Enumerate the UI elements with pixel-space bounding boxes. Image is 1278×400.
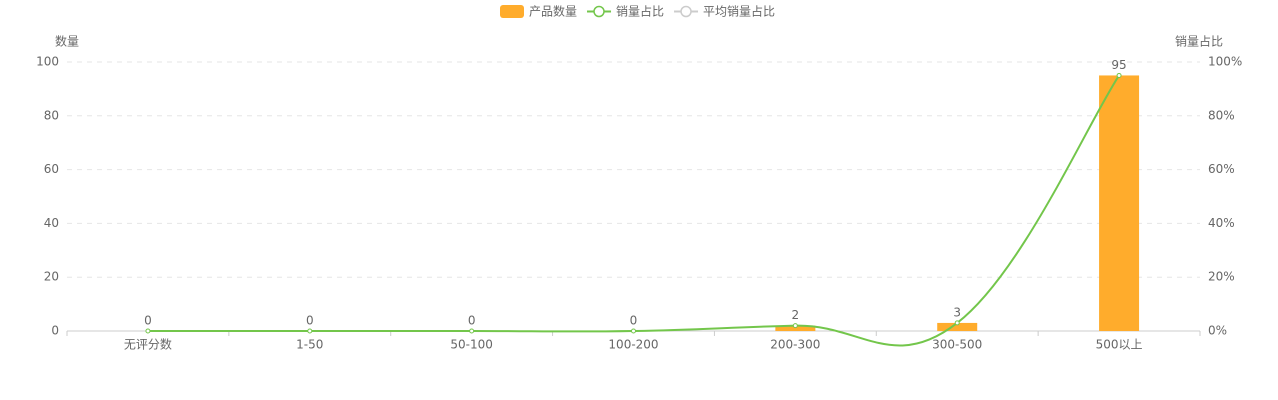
x-tick-label: 100-200 — [608, 338, 658, 352]
bar-value-label: 3 — [953, 305, 961, 319]
x-tick-label: 300-500 — [932, 338, 982, 352]
y2-tick-label: 80% — [1208, 108, 1235, 122]
line-point — [1116, 72, 1122, 78]
y2-tick-label: 100% — [1208, 55, 1242, 69]
y2-tick-label: 40% — [1208, 216, 1235, 230]
line-point — [631, 328, 636, 334]
x-tick-label: 1-50 — [296, 338, 323, 352]
bar-value-label: 0 — [306, 314, 314, 328]
bar-value-label: 2 — [792, 308, 800, 322]
bar — [775, 325, 816, 331]
x-tick-label: 200-300 — [770, 338, 820, 352]
y-tick-label: 0 — [51, 324, 59, 338]
y-tick-label: 20 — [44, 270, 59, 284]
line-point — [145, 328, 151, 334]
legend-swatch — [500, 5, 524, 18]
line-point — [469, 328, 475, 334]
y-tick-label: 100 — [36, 55, 59, 69]
legend-label[interactable]: 平均销量占比 — [703, 4, 775, 19]
y2-tick-label: 60% — [1208, 162, 1235, 176]
legend-swatch — [593, 5, 605, 18]
x-tick-label: 无评分数 — [124, 337, 172, 352]
legend-swatch — [680, 5, 692, 18]
line-point — [792, 323, 798, 329]
bar-value-label: 0 — [468, 314, 476, 328]
bar-value-label: 95 — [1111, 58, 1126, 72]
legend-label[interactable]: 销量占比 — [616, 4, 664, 19]
y2-tick-label: 0% — [1208, 324, 1227, 338]
line-point — [307, 328, 313, 334]
legend-label[interactable]: 产品数量 — [529, 4, 577, 19]
bar — [937, 322, 978, 331]
x-tick-label: 50-100 — [450, 338, 493, 352]
y2-axis-title: 销量占比 — [1175, 34, 1223, 49]
y-tick-label: 60 — [44, 162, 59, 176]
y-tick-label: 40 — [44, 216, 59, 230]
y-tick-label: 80 — [44, 108, 59, 122]
bar-value-label: 0 — [144, 314, 152, 328]
line-point — [954, 320, 960, 326]
y2-tick-label: 20% — [1208, 270, 1235, 284]
x-tick-label: 500以上 — [1096, 338, 1143, 352]
bar-value-label: 0 — [630, 314, 638, 328]
line — [147, 74, 1120, 347]
y-axis-title: 数量 — [55, 34, 79, 49]
bar — [1099, 75, 1140, 331]
